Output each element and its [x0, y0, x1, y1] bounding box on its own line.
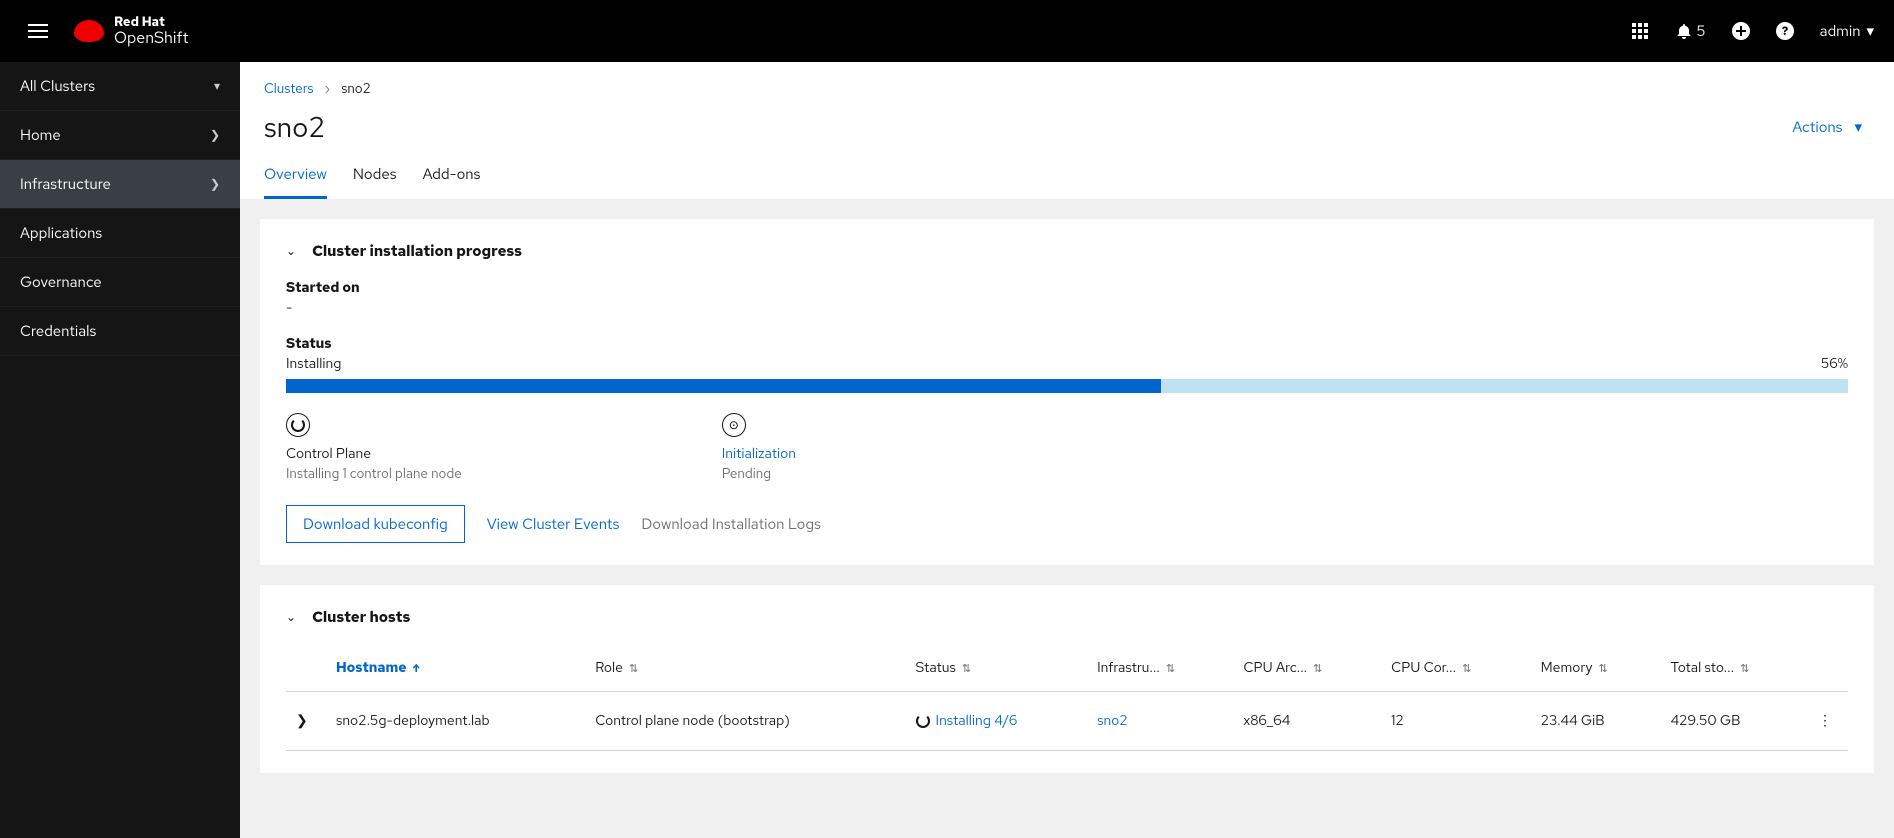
sidebar-item-label: Infrastructure	[20, 174, 111, 194]
collapse-toggle-icon[interactable]: ⌄	[286, 609, 296, 625]
redhat-icon	[74, 20, 104, 42]
caret-down-icon: ▾	[1854, 117, 1862, 137]
cell-hostname: sno2.5g-deployment.lab	[326, 692, 585, 751]
sidebar-item-label: Home	[20, 125, 61, 145]
cell-infra[interactable]: sno2	[1087, 692, 1233, 751]
help-icon[interactable]: ?	[1776, 22, 1794, 40]
breadcrumb: Clusters › sno2	[264, 80, 1870, 98]
cell-storage: 429.50 GB	[1661, 692, 1809, 751]
sort-icon: ⇅	[962, 662, 971, 676]
col-infra[interactable]: Infrastru...⇅	[1087, 645, 1233, 692]
tab-addons[interactable]: Add-ons	[423, 164, 481, 199]
breadcrumb-separator: ›	[325, 80, 330, 98]
cell-role: Control plane node (bootstrap)	[585, 692, 905, 751]
notifications-button[interactable]: 5	[1675, 21, 1706, 41]
expand-row-toggle[interactable]: ❯	[286, 692, 326, 751]
stage-subtitle: Pending	[722, 465, 796, 483]
actions-label: Actions	[1792, 117, 1842, 137]
sidebar-item-home[interactable]: Home ❯	[0, 111, 240, 160]
table-row: ❯ sno2.5g-deployment.lab Control plane n…	[286, 692, 1848, 751]
cell-cpu-cores: 12	[1381, 692, 1531, 751]
cell-memory: 23.44 GiB	[1531, 692, 1661, 751]
pending-icon: ⊙	[722, 413, 746, 437]
hamburger-menu-icon[interactable]	[20, 16, 56, 46]
col-memory[interactable]: Memory⇅	[1531, 645, 1661, 692]
cell-status: Installing 4/6	[906, 692, 1088, 751]
installation-progress-card: ⌄ Cluster installation progress Started …	[260, 219, 1874, 565]
brand-logo[interactable]: Red Hat OpenShift	[74, 15, 189, 47]
main-content: Clusters › sno2 sno2 Actions ▾ Overview …	[240, 62, 1894, 838]
notification-count: 5	[1697, 21, 1706, 41]
col-hostname[interactable]: Hostname↑	[326, 645, 585, 692]
caret-down-icon: ▾	[1866, 21, 1874, 41]
tabs: Overview Nodes Add-ons	[264, 164, 1870, 199]
breadcrumb-parent[interactable]: Clusters	[264, 80, 314, 98]
collapse-toggle-icon[interactable]: ⌄	[286, 243, 296, 259]
row-actions-kebab[interactable]: ⋮	[1808, 692, 1848, 751]
chevron-right-icon: ❯	[210, 127, 220, 143]
started-on-label: Started on	[286, 279, 1848, 297]
status-link[interactable]: Installing 4/6	[936, 712, 1018, 730]
download-logs-text: Download Installation Logs	[641, 514, 821, 534]
sidebar-item-label: Applications	[20, 223, 102, 243]
sort-icon: ⇅	[1462, 662, 1471, 676]
app-launcher-icon[interactable]	[1631, 22, 1649, 40]
user-name: admin	[1820, 21, 1861, 41]
sidebar-item-credentials[interactable]: Credentials	[0, 307, 240, 356]
actions-dropdown[interactable]: Actions ▾	[1792, 117, 1870, 137]
started-on-value: -	[286, 299, 1848, 317]
progress-fill	[286, 379, 1161, 393]
sidebar-item-label: Credentials	[20, 321, 96, 341]
card-title: Cluster installation progress	[312, 241, 522, 261]
view-cluster-events-link[interactable]: View Cluster Events	[487, 514, 620, 534]
stage-name: Control Plane	[286, 445, 462, 463]
col-status[interactable]: Status⇅	[906, 645, 1088, 692]
sort-icon: ⇅	[1598, 662, 1607, 676]
sidebar-item-governance[interactable]: Governance	[0, 258, 240, 307]
svg-text:?: ?	[1781, 23, 1788, 39]
progress-percent: 56%	[1821, 355, 1848, 373]
status-value: Installing	[286, 355, 341, 373]
sidebar: All Clusters ▾ Home ❯ Infrastructure ❯ A…	[0, 62, 240, 838]
chevron-right-icon: ❯	[210, 176, 220, 192]
cluster-hosts-card: ⌄ Cluster hosts Hostname↑ Role⇅ Status⇅ …	[260, 585, 1874, 773]
top-bar: Red Hat OpenShift 5 ? admin ▾	[0, 0, 1894, 62]
card-title: Cluster hosts	[312, 607, 410, 627]
col-cpu-arch[interactable]: CPU Arc...⇅	[1233, 645, 1381, 692]
page-header: Clusters › sno2 sno2 Actions ▾ Overview …	[240, 62, 1894, 199]
sort-icon: ⇅	[1313, 662, 1322, 676]
hosts-table: Hostname↑ Role⇅ Status⇅ Infrastru...⇅ CP…	[286, 645, 1848, 751]
sort-icon: ⇅	[629, 662, 638, 676]
bell-icon	[1675, 22, 1693, 40]
user-menu[interactable]: admin ▾	[1820, 21, 1874, 41]
status-label: Status	[286, 335, 341, 353]
sort-icon: ⇅	[1740, 662, 1749, 676]
chevron-down-icon: ▾	[214, 78, 220, 94]
col-storage[interactable]: Total sto...⇅	[1661, 645, 1809, 692]
sidebar-item-applications[interactable]: Applications	[0, 209, 240, 258]
sidebar-context-selector[interactable]: All Clusters ▾	[0, 62, 240, 111]
stage-subtitle: Installing 1 control plane node	[286, 465, 462, 483]
brand-line2: OpenShift	[114, 29, 189, 47]
download-kubeconfig-button[interactable]: Download kubeconfig	[286, 505, 465, 543]
sidebar-item-infrastructure[interactable]: Infrastructure ❯	[0, 160, 240, 209]
sidebar-item-label: Governance	[20, 272, 102, 292]
plus-icon[interactable]	[1732, 22, 1750, 40]
stage-name[interactable]: Initialization	[722, 445, 796, 463]
cell-cpu-arch: x86_64	[1233, 692, 1381, 751]
spinner-icon	[286, 413, 310, 437]
stage-control-plane: Control Plane Installing 1 control plane…	[286, 413, 462, 483]
col-cpu-cores[interactable]: CPU Cor...⇅	[1381, 645, 1531, 692]
sort-icon: ⇅	[1166, 662, 1175, 676]
page-title: sno2	[264, 108, 325, 146]
progress-bar	[286, 379, 1848, 393]
sidebar-context-label: All Clusters	[20, 76, 95, 96]
tab-nodes[interactable]: Nodes	[353, 164, 397, 199]
col-role[interactable]: Role⇅	[585, 645, 905, 692]
sort-asc-icon: ↑	[413, 662, 420, 676]
breadcrumb-current: sno2	[341, 80, 370, 98]
spinner-icon	[916, 714, 930, 728]
tab-overview[interactable]: Overview	[264, 164, 327, 199]
stage-initialization: ⊙ Initialization Pending	[722, 413, 796, 483]
